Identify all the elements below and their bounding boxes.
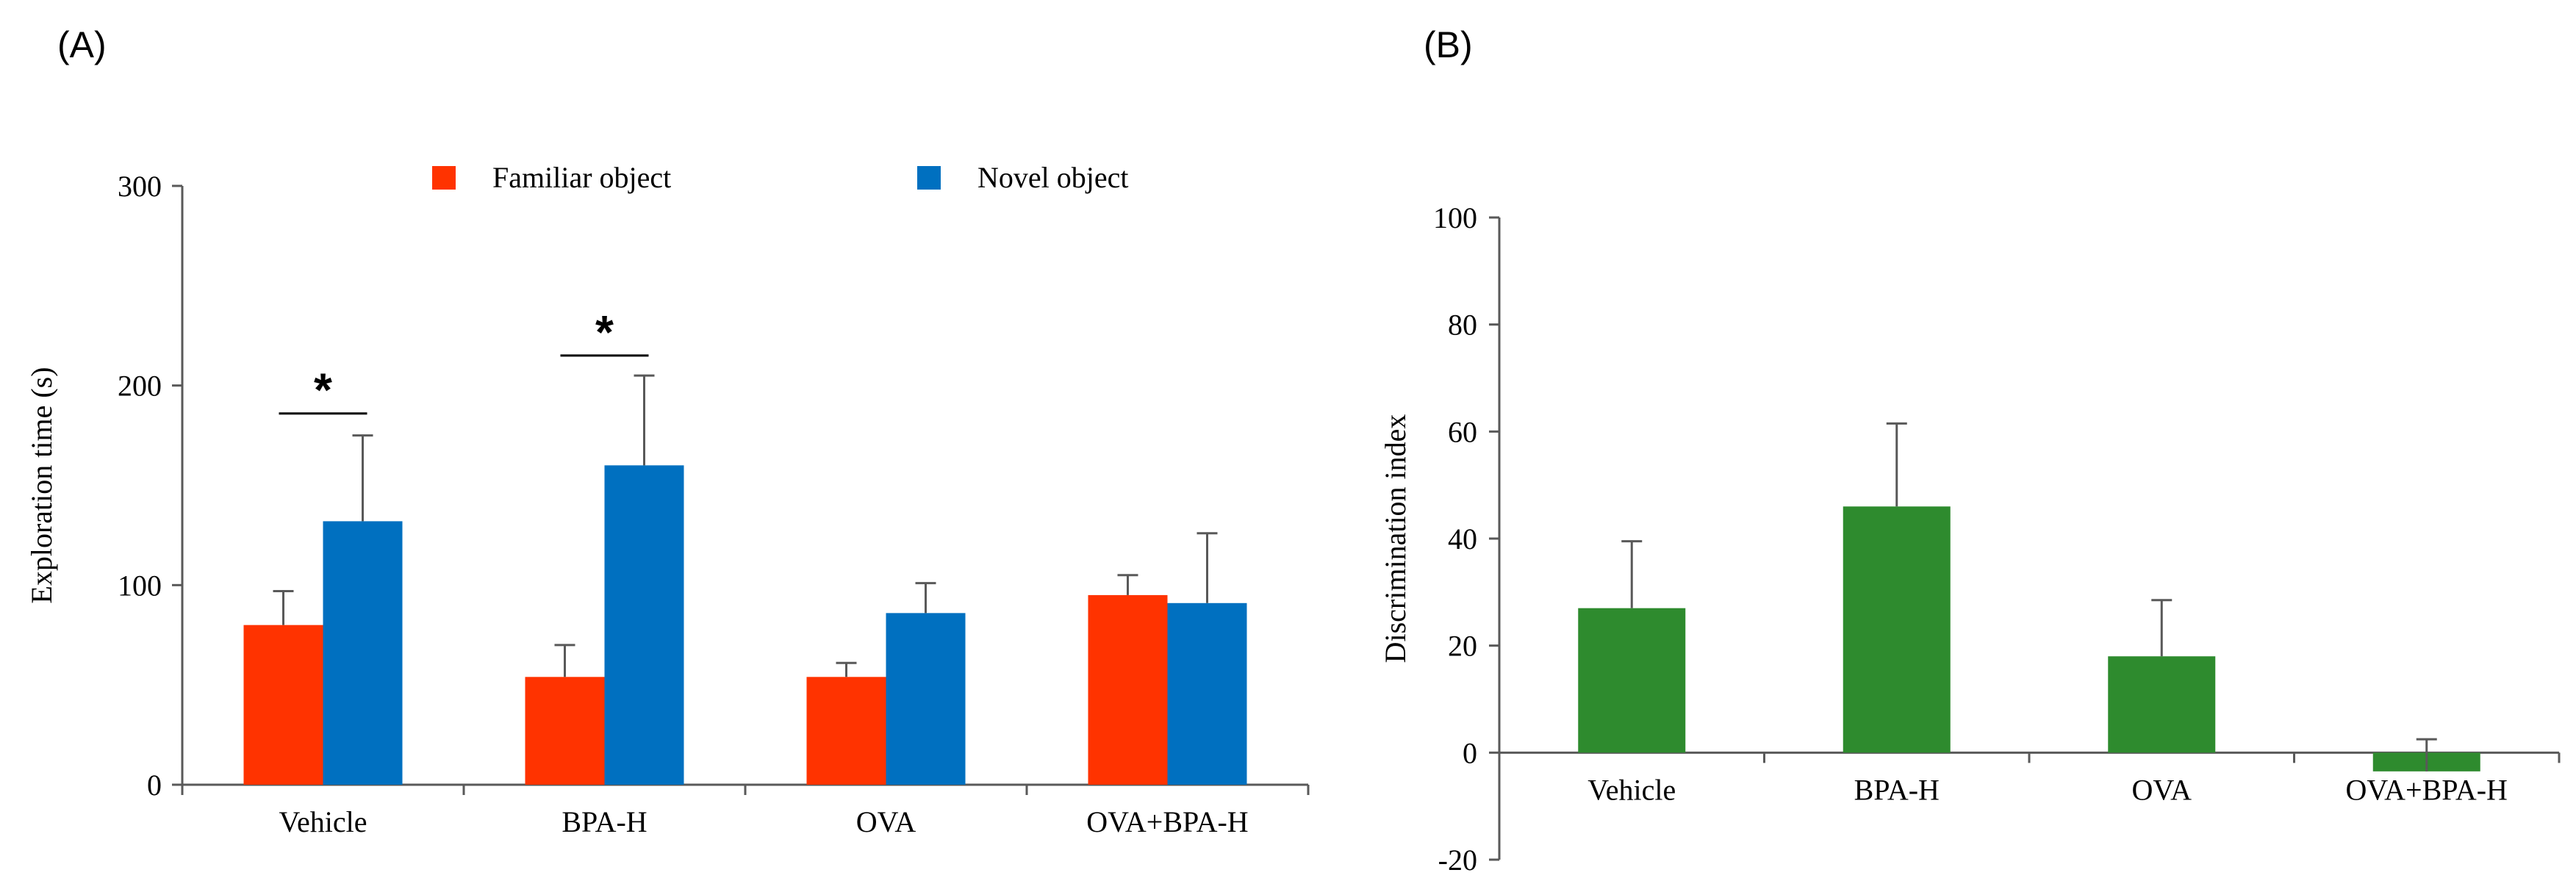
x-tick-label: OVA+BPA-H bbox=[1086, 805, 1248, 838]
legend-swatch-familiar bbox=[432, 166, 456, 190]
y-axis-title: Discrimination index bbox=[1379, 414, 1412, 663]
panel-a-label: (A) bbox=[57, 24, 107, 65]
legend-swatch-novel bbox=[917, 166, 941, 190]
y-tick-label: 80 bbox=[1448, 309, 1477, 342]
bar-discrimination-2 bbox=[1843, 506, 1951, 753]
bar-discrimination-1 bbox=[1578, 608, 1686, 753]
y-tick-label: 100 bbox=[1433, 201, 1477, 234]
y-tick-label: 300 bbox=[118, 170, 162, 203]
legend-label-novel: Novel object bbox=[977, 161, 1129, 194]
bar-familiar-1 bbox=[243, 625, 323, 785]
y-tick-label: 200 bbox=[118, 370, 162, 403]
bar-novel-2 bbox=[604, 465, 684, 785]
bar-novel-3 bbox=[886, 613, 966, 785]
x-tick-label: Vehicle bbox=[1587, 773, 1676, 806]
x-tick-label: BPA-H bbox=[1854, 773, 1940, 806]
x-tick-label: Vehicle bbox=[279, 805, 367, 838]
y-tick-label: -20 bbox=[1438, 844, 1477, 877]
x-tick-label: BPA-H bbox=[562, 805, 647, 838]
y-tick-label: 60 bbox=[1448, 415, 1477, 448]
chart-exploration-time: 0 100 200 300 Exploration time (s) Vehicle BPA… bbox=[25, 161, 1310, 838]
x-tick-label: OVA+BPA-H bbox=[2346, 773, 2508, 806]
y-tick-label: 100 bbox=[118, 569, 162, 602]
bar-novel-1 bbox=[323, 521, 403, 785]
legend-label-familiar: Familiar object bbox=[492, 161, 671, 194]
bar-familiar-3 bbox=[806, 677, 886, 785]
y-tick-label: 40 bbox=[1448, 522, 1477, 555]
y-tick-label: 0 bbox=[1463, 736, 1477, 769]
chart-discrimination-index: -20 0 20 40 60 80 100 Discrimination index Vehic… bbox=[1379, 201, 2561, 877]
y-tick-label: 0 bbox=[147, 769, 162, 802]
significance-star: * bbox=[595, 306, 614, 359]
x-tick-label: OVA bbox=[2131, 773, 2192, 806]
y-axis-title: Exploration time (s) bbox=[25, 367, 58, 603]
panel-b-label: (B) bbox=[1424, 24, 1473, 65]
bar-discrimination-3 bbox=[2108, 656, 2216, 753]
bar-familiar-2 bbox=[525, 677, 605, 785]
significance-star: * bbox=[314, 364, 332, 417]
y-tick-label: 20 bbox=[1448, 630, 1477, 663]
x-tick-label: OVA bbox=[856, 805, 916, 838]
bar-familiar-4 bbox=[1088, 594, 1168, 785]
bar-novel-4 bbox=[1167, 603, 1247, 785]
